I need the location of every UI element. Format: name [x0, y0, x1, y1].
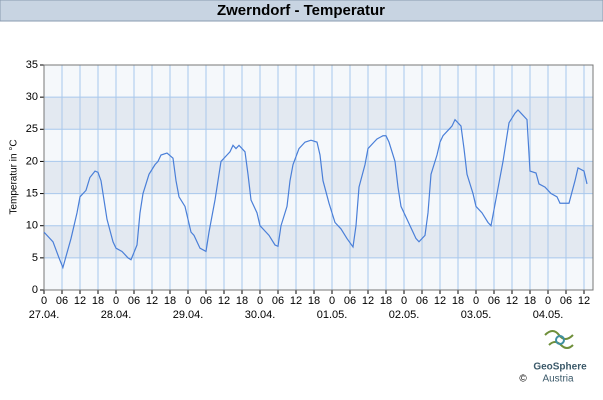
chart-title: Zwerndorf - Temperatur: [217, 2, 385, 19]
x-tick-label: 06: [488, 295, 500, 307]
x-tick-label: 18: [452, 295, 464, 307]
x-tick-label: 0: [41, 295, 47, 307]
x-tick-label: 06: [128, 295, 140, 307]
date-label: 29.04.: [173, 309, 204, 321]
x-tick-label: 12: [434, 295, 446, 307]
x-tick-label: 12: [74, 295, 86, 307]
temperature-line: [43, 109, 588, 270]
date-label: 28.04.: [101, 309, 132, 321]
x-tick-label: 12: [290, 295, 302, 307]
date-label: 03.05.: [461, 309, 492, 321]
x-tick-label: 12: [578, 295, 590, 307]
logo-sub: Austria: [542, 374, 574, 385]
y-tick-label: 25: [26, 123, 38, 135]
x-tick-label: 18: [524, 295, 536, 307]
x-tick-label: 06: [344, 295, 356, 307]
x-tick-label: 0: [329, 295, 335, 307]
date-label: 01.05.: [317, 309, 348, 321]
x-tick-label: 12: [362, 295, 374, 307]
x-tick-label: 18: [236, 295, 248, 307]
y-tick-label: 10: [26, 220, 38, 232]
x-tick-label: 06: [200, 295, 212, 307]
date-label: 30.04.: [245, 309, 276, 321]
x-tick-label: 12: [218, 295, 230, 307]
date-label: 04.05.: [533, 309, 564, 321]
x-tick-label: 06: [416, 295, 428, 307]
y-tick-label: 15: [26, 187, 38, 199]
date-label: 27.04.: [29, 309, 60, 321]
grid-band: [44, 225, 593, 258]
grid-band: [44, 97, 593, 130]
y-tick-label: 30: [26, 91, 38, 103]
y-tick-label: 5: [32, 252, 38, 264]
plot-frame: [43, 64, 594, 291]
x-tick-label: 0: [401, 295, 407, 307]
x-tick-label: 06: [56, 295, 68, 307]
date-label: 02.05.: [389, 309, 420, 321]
y-tick-label: 20: [26, 155, 38, 167]
x-tick-label: 18: [308, 295, 320, 307]
title-bar: [0, 0, 603, 22]
x-tick-label: 0: [113, 295, 119, 307]
x-tick-label: 0: [473, 295, 479, 307]
x-tick-label: 06: [560, 295, 572, 307]
x-tick-label: 0: [545, 295, 551, 307]
x-tick-label: 06: [272, 295, 284, 307]
y-axis-label: Temperatur in °C: [9, 139, 20, 214]
x-tick-label: 0: [185, 295, 191, 307]
x-tick-label: 12: [146, 295, 158, 307]
x-tick-label: 18: [380, 295, 392, 307]
x-tick-label: 0: [257, 295, 263, 307]
grid-band: [44, 161, 593, 194]
logo-name: GeoSphere: [533, 362, 587, 373]
y-tick-label: 0: [32, 284, 38, 296]
x-tick-label: 18: [164, 295, 176, 307]
copyright: ©: [519, 374, 527, 385]
y-tick-label: 35: [26, 59, 38, 71]
x-tick-label: 12: [506, 295, 518, 307]
logo-icon: [544, 330, 574, 349]
x-tick-label: 18: [92, 295, 104, 307]
